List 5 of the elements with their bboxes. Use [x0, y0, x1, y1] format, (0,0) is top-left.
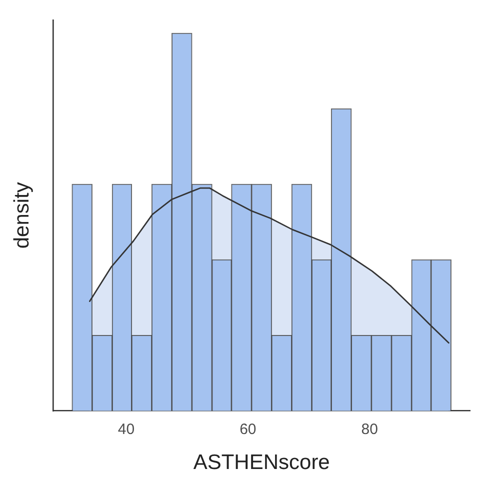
y-axis-title: density [10, 182, 34, 249]
x-tick-label: 80 [361, 420, 378, 438]
x-axis-title: ASTHENscore [193, 451, 330, 474]
x-tick-label: 60 [240, 420, 256, 438]
x-tick-label: 40 [118, 420, 135, 438]
